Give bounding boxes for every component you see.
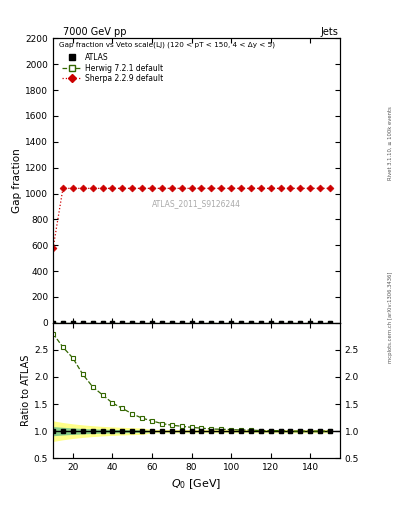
- Sherpa 2.2.9 default: [130, 185, 134, 191]
- Sherpa 2.2.9 default: [239, 185, 243, 191]
- Sherpa 2.2.9 default: [298, 185, 303, 191]
- Sherpa 2.2.9 default: [140, 185, 145, 191]
- Text: Gap fraction vs Veto scale(LJ) (120 < pT < 150, 4 < Δy < 5): Gap fraction vs Veto scale(LJ) (120 < pT…: [59, 41, 275, 48]
- X-axis label: $Q_0$ [GeV]: $Q_0$ [GeV]: [171, 478, 222, 492]
- Sherpa 2.2.9 default: [160, 185, 164, 191]
- Herwig 7.2.1 default: [328, 319, 332, 326]
- Sherpa 2.2.9 default: [288, 185, 293, 191]
- Sherpa 2.2.9 default: [219, 185, 224, 191]
- Herwig 7.2.1 default: [130, 319, 134, 326]
- Sherpa 2.2.9 default: [278, 185, 283, 191]
- Herwig 7.2.1 default: [259, 319, 263, 326]
- Herwig 7.2.1 default: [248, 319, 253, 326]
- Sherpa 2.2.9 default: [328, 185, 332, 191]
- Herwig 7.2.1 default: [199, 319, 204, 326]
- Herwig 7.2.1 default: [51, 319, 55, 326]
- Sherpa 2.2.9 default: [318, 185, 323, 191]
- Sherpa 2.2.9 default: [61, 185, 65, 191]
- Sherpa 2.2.9 default: [150, 185, 154, 191]
- Y-axis label: Ratio to ATLAS: Ratio to ATLAS: [21, 355, 31, 426]
- Sherpa 2.2.9 default: [209, 185, 214, 191]
- Sherpa 2.2.9 default: [268, 185, 273, 191]
- Herwig 7.2.1 default: [90, 319, 95, 326]
- Sherpa 2.2.9 default: [308, 185, 312, 191]
- Legend: ATLAS, Herwig 7.2.1 default, Sherpa 2.2.9 default: ATLAS, Herwig 7.2.1 default, Sherpa 2.2.…: [60, 51, 165, 86]
- Herwig 7.2.1 default: [298, 319, 303, 326]
- Herwig 7.2.1 default: [278, 319, 283, 326]
- Herwig 7.2.1 default: [308, 319, 312, 326]
- Y-axis label: Gap fraction: Gap fraction: [13, 148, 22, 213]
- Herwig 7.2.1 default: [70, 319, 75, 326]
- Text: Rivet 3.1.10, ≥ 100k events: Rivet 3.1.10, ≥ 100k events: [388, 106, 393, 180]
- Herwig 7.2.1 default: [169, 319, 174, 326]
- Herwig 7.2.1 default: [140, 319, 145, 326]
- Text: 7000 GeV pp: 7000 GeV pp: [63, 27, 127, 37]
- Herwig 7.2.1 default: [61, 319, 65, 326]
- Herwig 7.2.1 default: [110, 319, 115, 326]
- Herwig 7.2.1 default: [160, 319, 164, 326]
- Sherpa 2.2.9 default: [81, 185, 85, 191]
- Herwig 7.2.1 default: [318, 319, 323, 326]
- Herwig 7.2.1 default: [100, 319, 105, 326]
- Herwig 7.2.1 default: [189, 319, 194, 326]
- Text: mcplots.cern.ch [arXiv:1306.3436]: mcplots.cern.ch [arXiv:1306.3436]: [388, 272, 393, 363]
- Text: ATLAS_2011_S9126244: ATLAS_2011_S9126244: [152, 199, 241, 208]
- Sherpa 2.2.9 default: [70, 185, 75, 191]
- Line: Sherpa 2.2.9 default: Sherpa 2.2.9 default: [51, 186, 332, 251]
- Herwig 7.2.1 default: [81, 319, 85, 326]
- Herwig 7.2.1 default: [179, 319, 184, 326]
- Herwig 7.2.1 default: [120, 319, 125, 326]
- Text: Jets: Jets: [320, 27, 338, 37]
- Sherpa 2.2.9 default: [248, 185, 253, 191]
- Herwig 7.2.1 default: [239, 319, 243, 326]
- Sherpa 2.2.9 default: [120, 185, 125, 191]
- Herwig 7.2.1 default: [219, 319, 224, 326]
- Sherpa 2.2.9 default: [189, 185, 194, 191]
- Sherpa 2.2.9 default: [90, 185, 95, 191]
- Sherpa 2.2.9 default: [179, 185, 184, 191]
- Herwig 7.2.1 default: [268, 319, 273, 326]
- Herwig 7.2.1 default: [150, 319, 154, 326]
- Sherpa 2.2.9 default: [229, 185, 233, 191]
- Herwig 7.2.1 default: [288, 319, 293, 326]
- Line: Herwig 7.2.1 default: Herwig 7.2.1 default: [51, 320, 332, 325]
- Herwig 7.2.1 default: [209, 319, 214, 326]
- Herwig 7.2.1 default: [229, 319, 233, 326]
- Sherpa 2.2.9 default: [169, 185, 174, 191]
- Sherpa 2.2.9 default: [199, 185, 204, 191]
- Sherpa 2.2.9 default: [259, 185, 263, 191]
- Sherpa 2.2.9 default: [51, 245, 55, 251]
- Sherpa 2.2.9 default: [100, 185, 105, 191]
- Sherpa 2.2.9 default: [110, 185, 115, 191]
